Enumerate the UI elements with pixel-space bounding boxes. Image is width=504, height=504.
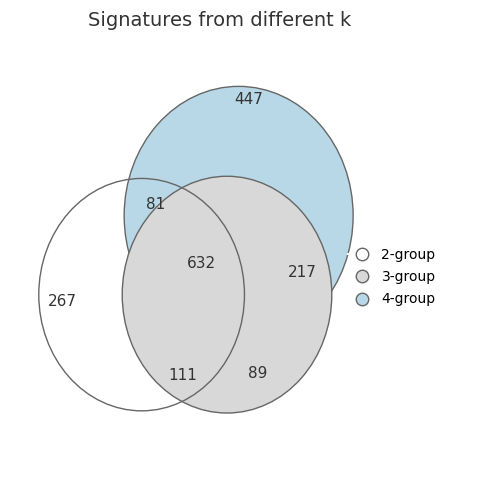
Text: 217: 217 — [288, 265, 317, 280]
Circle shape — [124, 86, 353, 345]
Circle shape — [122, 176, 332, 413]
Text: 447: 447 — [234, 92, 263, 107]
Legend: 2-group, 3-group, 4-group: 2-group, 3-group, 4-group — [343, 242, 441, 312]
Text: 89: 89 — [248, 366, 268, 381]
Text: 267: 267 — [47, 294, 77, 309]
Title: Signatures from different k: Signatures from different k — [88, 12, 351, 30]
Text: 81: 81 — [146, 197, 165, 212]
Text: 111: 111 — [168, 368, 197, 383]
Text: 632: 632 — [187, 257, 216, 272]
